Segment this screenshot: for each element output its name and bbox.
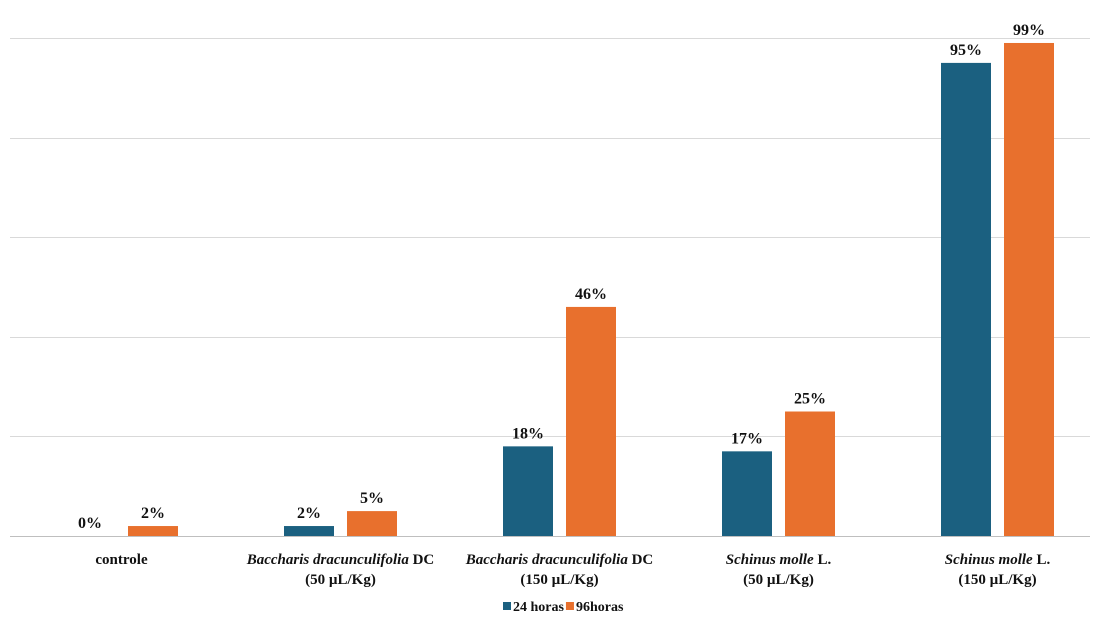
bar-24h-4 [941,62,991,537]
x-tick-label-line2: (150 µL/Kg) [958,572,1036,588]
x-tick-label-line1: Baccharis dracunculifolia DC [465,552,654,568]
data-label: 46% [575,286,607,303]
x-tick-label-part: DC [409,552,434,568]
bar-24h-1 [284,526,334,536]
x-tick-label-part: L. [1033,552,1051,568]
x-tick-label-line1: Baccharis dracunculifolia DC [246,552,435,568]
data-label: 18% [512,425,544,442]
x-tick-label-part: Schinus molle [945,552,1033,568]
data-label: 0% [78,515,102,532]
data-label: 25% [794,391,826,408]
bar-24h-2 [503,446,553,536]
bars [128,42,1054,537]
x-tick-label-part: Baccharis dracunculifolia [465,552,629,568]
x-tick-label-part: L. [814,552,832,568]
x-tick-label-line2: (50 µL/Kg) [743,572,814,588]
data-label: 17% [731,430,763,447]
x-tick-label-part: DC [628,552,653,568]
x-axis-tick-labels: controle Baccharis dracunculifolia DC (50 … [95,552,1050,588]
legend-swatch [503,602,511,610]
x-tick-label-part: controle [95,552,148,568]
bar-96h-4 [1004,42,1054,536]
legend: 24 horas 96horas [503,600,624,615]
x-tick-label-line1: controle [95,552,148,568]
x-tick-label-line2: (50 µL/Kg) [305,572,376,588]
bar-96h-3 [785,411,835,536]
bar-96h-0 [128,526,178,536]
data-label: 2% [141,505,165,522]
bar-96h-2 [566,306,616,536]
bar-24h-3 [722,451,772,536]
legend-label: 96horas [576,600,624,615]
legend-swatch [565,602,574,610]
data-label: 5% [360,490,384,507]
legend-label: 24 horas [513,600,565,615]
x-tick-label-line1: Schinus molle L. [726,552,832,568]
x-tick-label-line2: (150 µL/Kg) [520,572,598,588]
data-labels: 0% 2% 2% 5% 18% 46% 17% 25% 95% 99% [78,22,1045,532]
x-tick-label-line1: Schinus molle L. [945,552,1051,568]
data-label: 2% [297,505,321,522]
gridlines [10,38,1090,537]
x-tick-label-part: Schinus molle [726,552,814,568]
x-tick-label-part: Baccharis dracunculifolia [246,552,410,568]
data-label: 99% [1013,22,1045,39]
data-label: 95% [950,42,982,59]
bar-96h-1 [347,511,397,536]
